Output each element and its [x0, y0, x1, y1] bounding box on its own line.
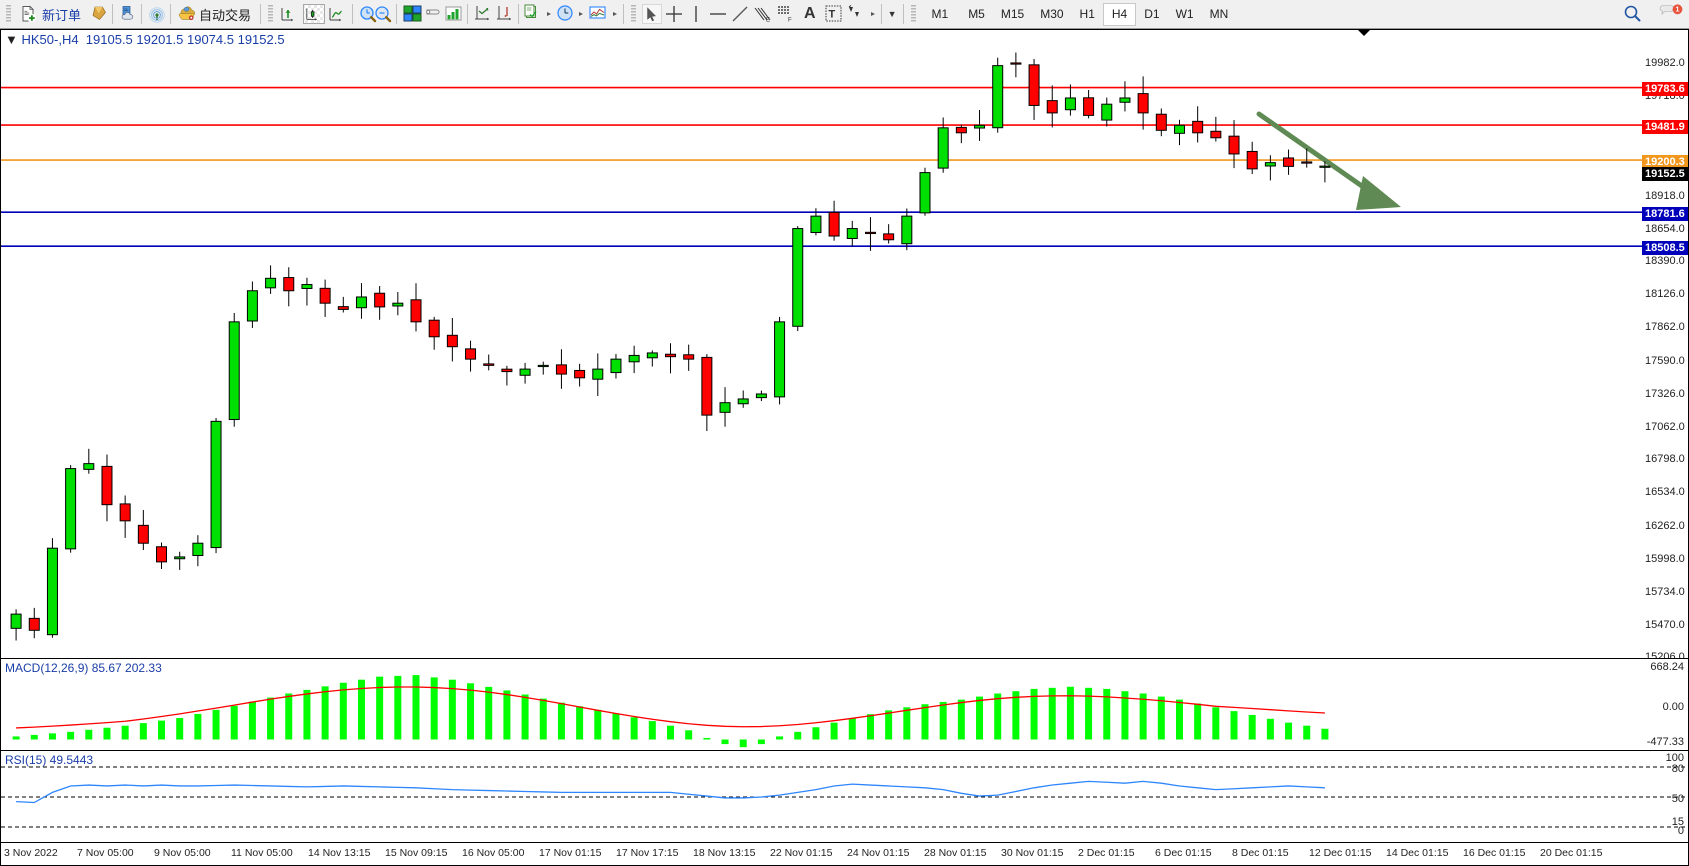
svg-text:F: F [788, 18, 792, 24]
svg-text:1: 1 [1676, 7, 1680, 14]
svg-text:E: E [766, 18, 770, 24]
svg-text:T: T [828, 9, 835, 21]
